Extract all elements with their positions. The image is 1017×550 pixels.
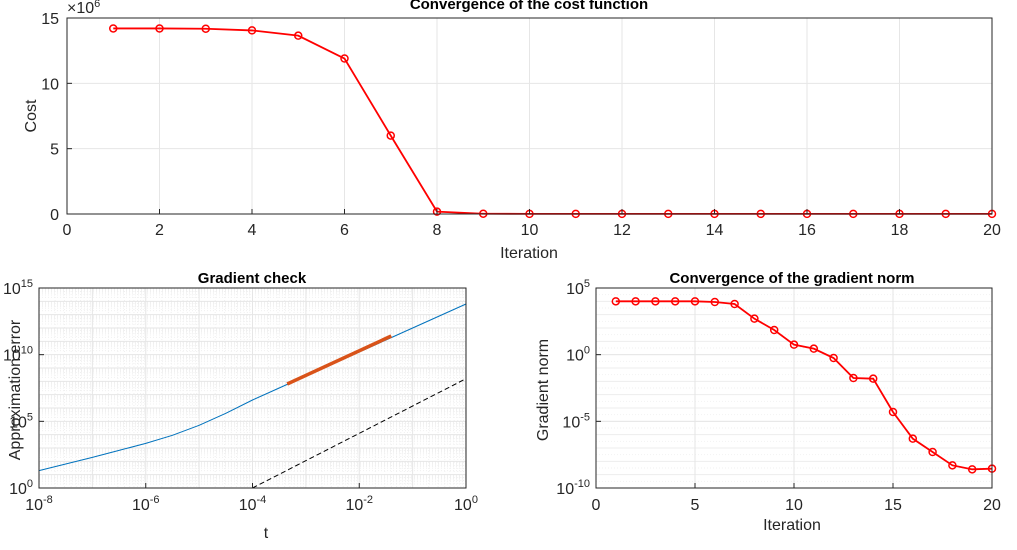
cost-xtick-label: 12 <box>613 222 631 239</box>
gradient-check-ytick-label: 1015 <box>3 278 33 298</box>
gradient-check-ylabel: Approximation error <box>7 319 24 460</box>
gradient-norm-marker <box>690 297 700 306</box>
gradient-norm-ticks: 0 5 10 15 20 10-10 10-5 100 105 <box>556 278 1001 514</box>
gradient-norm-marker <box>651 297 660 306</box>
cost-exponent-multiplier: ×106 <box>67 0 100 17</box>
gradient-norm-ytick-label: 10-5 <box>562 411 590 431</box>
gradient-norm-ytick-label: 100 <box>566 345 590 365</box>
gradient-norm-xtick-label: 20 <box>983 497 1001 514</box>
cost-marker <box>386 131 395 140</box>
cost-xtick-label: 10 <box>521 222 539 239</box>
cost-exponent-power: 6 <box>94 0 100 10</box>
cost-ytick-label: 0 <box>50 207 59 224</box>
gradient-norm-marker <box>868 374 878 383</box>
gradient-norm-marker <box>928 447 937 457</box>
gradient-check-grid <box>38 287 467 489</box>
cost-xtick-label: 20 <box>983 222 1001 239</box>
cost-marker <box>340 54 349 63</box>
gradient-check-series <box>38 303 467 489</box>
cost-xtick-label: 0 <box>63 222 72 239</box>
gradient-norm-xtick-label: 10 <box>785 497 803 514</box>
gradient-norm-xlabel: Iteration <box>763 517 821 534</box>
gradient-norm-marker <box>908 434 918 443</box>
gradient-norm-marker <box>888 407 898 417</box>
cost-line <box>113 27 992 215</box>
cost-grid <box>66 17 993 215</box>
cost-title: Convergence of the cost function <box>410 0 648 13</box>
gradient-check-xlabel: t <box>264 525 269 542</box>
cost-marker <box>432 207 442 216</box>
cost-series <box>109 24 997 219</box>
gradient-norm-marker <box>849 373 858 383</box>
gradient-check-xtick-label: 10-4 <box>239 494 267 514</box>
gradient-norm-xtick-label: 5 <box>691 497 700 514</box>
gradient-norm-marker <box>631 297 640 306</box>
gradient-check-xtick-label: 10-2 <box>345 494 373 514</box>
gradient-check-ytick-label: 1010 <box>3 345 33 365</box>
gradient-norm-grid <box>595 287 993 489</box>
gradient-norm-marker <box>670 297 680 306</box>
gradient-norm-ytick-label: 105 <box>566 278 590 298</box>
cost-xtick-label: 6 <box>340 222 349 239</box>
gradient-check-ticks: 10-8 10-6 10-4 10-2 100 100 105 1010 1015 <box>3 278 478 514</box>
cost-xtick-label: 16 <box>798 222 816 239</box>
gradient-check-xtick-label: 10-8 <box>25 494 53 514</box>
gradient-norm-marker <box>710 297 720 307</box>
cost-marker <box>155 24 164 33</box>
cost-exponent-base: ×10 <box>67 0 94 17</box>
cost-ytick-label: 10 <box>41 76 59 93</box>
gradient-norm-marker <box>769 325 779 335</box>
gradient-check-ytick-label: 105 <box>9 411 33 431</box>
gradient-check-panel: 10-8 10-6 10-4 10-2 100 100 105 1010 1015 Gradie… <box>3 270 478 542</box>
gradient-norm-xtick-label: 15 <box>884 497 902 514</box>
cost-marker <box>109 24 118 33</box>
gradient-norm-xtick-label: 0 <box>592 497 601 514</box>
gradient-check-error-line <box>38 303 467 472</box>
cost-xtick-label: 8 <box>433 222 442 239</box>
gradient-norm-marker <box>730 299 739 309</box>
gradient-norm-ylabel: Gradient norm <box>535 339 552 441</box>
gradient-norm-marker <box>611 297 621 306</box>
cost-ytick-label: 15 <box>41 11 59 28</box>
gradient-norm-ytick-label: 10-10 <box>556 478 590 498</box>
cost-xtick-label: 14 <box>706 222 724 239</box>
cost-ticks: 0 2 4 6 8 10 12 14 16 18 20 0 5 10 15 <box>41 11 1001 239</box>
cost-marker <box>201 24 210 33</box>
cost-xlabel: Iteration <box>500 245 558 262</box>
gradient-norm-marker <box>750 314 759 323</box>
gradient-norm-marker <box>829 353 838 363</box>
cost-xtick-label: 2 <box>155 222 164 239</box>
gradient-check-slope-line <box>286 334 393 386</box>
cost-marker <box>247 26 257 35</box>
gradient-norm-marker <box>789 340 799 349</box>
gradient-norm-panel: 0 5 10 15 20 10-10 10-5 100 105 Convergence of t… <box>535 270 1001 534</box>
gradient-check-xtick-label: 10-6 <box>132 494 160 514</box>
cost-ytick-label: 5 <box>50 142 59 159</box>
cost-panel: 0 2 4 6 8 10 12 14 16 18 20 0 5 10 15 Convergence of t… <box>23 0 1001 262</box>
gradient-check-xtick-label: 100 <box>454 494 478 514</box>
gradient-check-ytick-label: 100 <box>9 478 33 498</box>
gradient-check-title: Gradient check <box>198 270 307 287</box>
cost-xtick-label: 4 <box>248 222 257 239</box>
gradient-norm-marker <box>809 344 819 353</box>
gradient-norm-title: Convergence of the gradient norm <box>669 270 914 287</box>
gradient-norm-marker <box>948 461 957 470</box>
cost-xtick-label: 18 <box>891 222 909 239</box>
gradient-norm-line <box>615 300 993 471</box>
gradient-norm-marker <box>967 465 977 474</box>
gradient-norm-series <box>611 297 997 474</box>
cost-ylabel: Cost <box>23 99 40 132</box>
cost-marker <box>294 31 303 40</box>
